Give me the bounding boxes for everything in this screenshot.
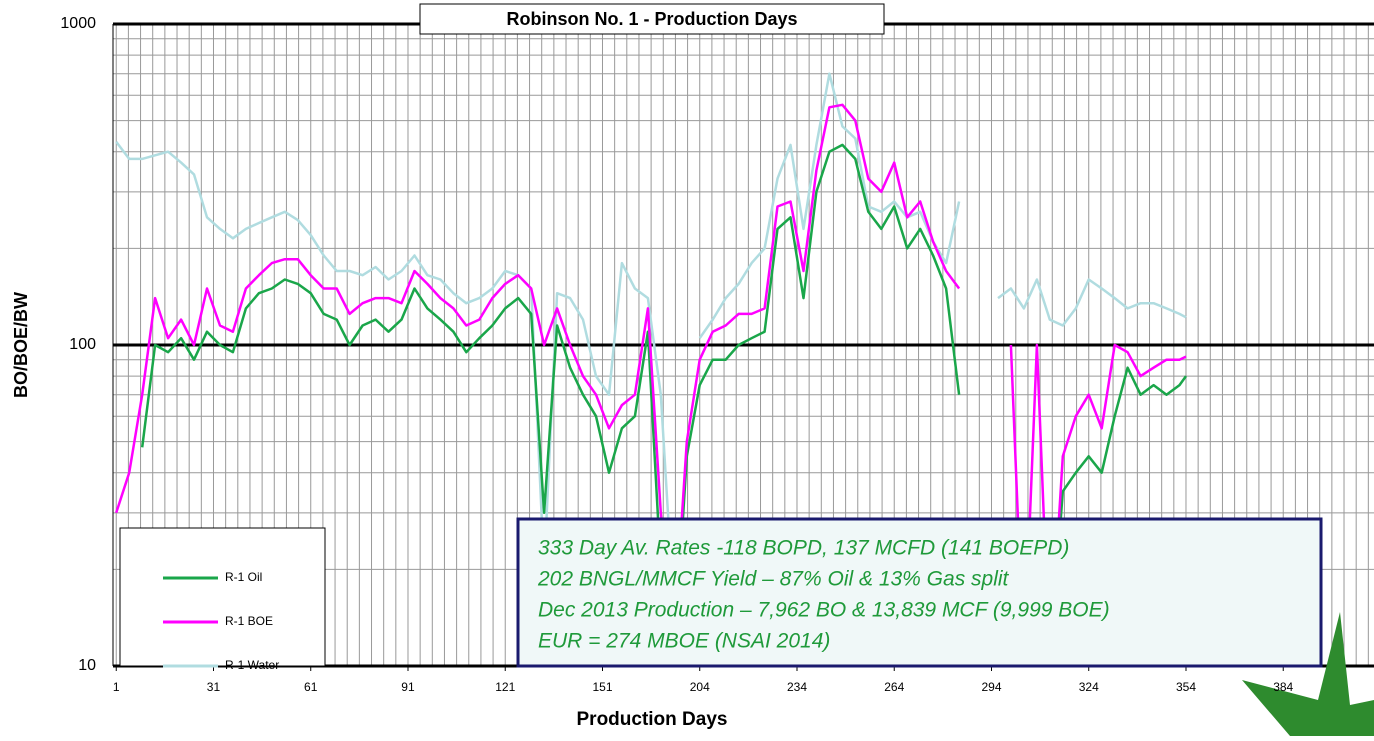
series-line xyxy=(115,72,1187,610)
annotation-text: 202 BNGL/MMCF Yield – 87% Oil & 13% Gas … xyxy=(537,568,1010,591)
annotation-box xyxy=(516,517,1323,668)
legend-box xyxy=(119,527,326,667)
x-tick-label: 294 xyxy=(981,680,1001,694)
chart-title: Robinson No. 1 - Production Days xyxy=(506,9,797,29)
y-axis-label: BO/BOE/BW xyxy=(11,292,31,398)
legend-label: R-1 BOE xyxy=(225,614,273,628)
x-tick-label: 234 xyxy=(787,680,807,694)
x-tick-label: 384 xyxy=(1273,680,1293,694)
annotation-text: EUR = 274 MBOE (NSAI 2014) xyxy=(538,630,830,653)
y-tick-label: 10 xyxy=(78,657,96,674)
star-decoration xyxy=(1242,612,1374,736)
annotation-text: 333 Day Av. Rates -118 BOPD, 137 MCFD (1… xyxy=(538,537,1069,560)
legend-label: R-1 Water xyxy=(225,658,279,672)
annotation-text: Dec 2013 Production – 7,962 BO & 13,839 … xyxy=(538,599,1110,622)
x-axis-label: Production Days xyxy=(577,709,728,730)
x-tick-label: 121 xyxy=(495,680,515,694)
title-box xyxy=(419,3,885,35)
legend: R-1 Oil R-1 BOE R-1 Water xyxy=(119,527,326,672)
x-tick-label: 264 xyxy=(884,680,904,694)
x-tick-label: 91 xyxy=(401,680,415,694)
x-tick-label: 204 xyxy=(690,680,710,694)
legend-label: R-1 Oil xyxy=(225,570,262,584)
y-tick-label: 1000 xyxy=(60,15,96,32)
series-line xyxy=(115,103,1187,668)
lines xyxy=(115,72,1188,668)
y-tick-label: 100 xyxy=(69,336,96,353)
x-tick-label: 354 xyxy=(1176,680,1196,694)
x-tick-label: 61 xyxy=(304,680,318,694)
x-tick-label: 324 xyxy=(1079,680,1099,694)
x-tick-label: 1 xyxy=(113,680,120,694)
x-tick-label: 31 xyxy=(207,680,221,694)
annotation-frame xyxy=(516,517,1323,668)
x-tick-label: 151 xyxy=(592,680,612,694)
series-line xyxy=(140,143,1188,668)
